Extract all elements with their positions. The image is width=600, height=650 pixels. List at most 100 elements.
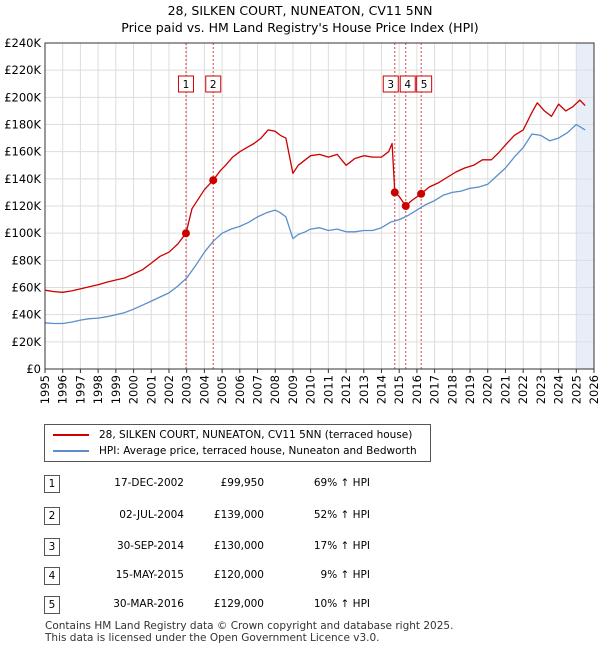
row-number-badge: 1 <box>44 475 60 493</box>
plot-frame <box>44 42 595 370</box>
row-hpi-change: 10% ↑ HPI <box>313 598 370 610</box>
y-tick-label: £200K <box>4 90 41 104</box>
x-tick-label: 2024 <box>552 375 566 404</box>
y-tick-label: £120K <box>4 199 41 213</box>
sale-marker-label-2: 2 <box>205 75 222 93</box>
row-date: 30-SEP-2014 <box>116 540 184 552</box>
x-tick-label: 2026 <box>587 375 600 404</box>
row-date: 30-MAR-2016 <box>113 598 184 610</box>
footer-copyright: Contains HM Land Registry data © Crown c… <box>45 620 454 632</box>
sale-point <box>401 202 410 210</box>
y-tick-label: £80K <box>12 253 42 267</box>
legend-swatch-hpi <box>53 450 89 452</box>
sale-marker-number: 1 <box>183 79 190 91</box>
y-tick-label: £240K <box>4 36 41 50</box>
x-tick-label: 2014 <box>374 375 388 404</box>
x-tick-label: 2015 <box>392 375 406 404</box>
x-tick-label: 2022 <box>516 375 530 404</box>
x-tick-label: 2016 <box>410 375 424 404</box>
x-tick-label: 2005 <box>215 375 229 404</box>
x-tick-label: 2009 <box>286 375 300 404</box>
row-price: £130,000 <box>213 540 264 552</box>
x-tick-label: 2004 <box>197 375 211 404</box>
x-tick-label: 2020 <box>481 375 495 404</box>
table-row: 5 30-MAR-2016 £129,000 10% ↑ HPI <box>0 596 600 616</box>
row-hpi-change: 52% ↑ HPI <box>313 509 370 521</box>
row-number-badge: 2 <box>44 507 60 525</box>
table-row: 1 17-DEC-2002 £99,950 69% ↑ HPI <box>0 475 600 495</box>
sale-point <box>417 189 426 198</box>
sale-marker-box <box>177 75 194 93</box>
x-tick-label: 2012 <box>339 375 353 404</box>
sale-marker-box <box>382 75 399 93</box>
x-tick-label: 2017 <box>428 375 442 404</box>
x-tick-label: 2008 <box>268 375 282 404</box>
x-tick-label: 2000 <box>127 375 141 404</box>
table-row: 2 02-JUL-2004 £139,000 52% ↑ HPI <box>0 507 600 527</box>
row-date: 17-DEC-2002 <box>114 477 184 489</box>
x-tick-label: 2011 <box>321 375 335 404</box>
sale-marker-label-4: 4 <box>399 75 416 93</box>
x-tick-label: 1998 <box>91 375 105 404</box>
sale-marker-number: 2 <box>210 79 217 91</box>
y-tick-label: £140K <box>4 172 41 186</box>
chart-title-line1: 28, SILKEN COURT, NUNEATON, CV11 5NN <box>167 3 433 18</box>
sale-marker-box <box>399 75 416 93</box>
x-tick-label: 1999 <box>109 375 123 404</box>
row-price: £129,000 <box>213 598 264 610</box>
row-number-badge: 4 <box>44 567 60 585</box>
sale-point <box>390 188 399 197</box>
row-number-badge: 5 <box>44 596 60 614</box>
y-tick-label: £220K <box>4 63 41 77</box>
footer-licence: This data is licensed under the Open Gov… <box>45 632 380 644</box>
y-tick-label: £20K <box>12 335 42 349</box>
y-tick-label: £100K <box>4 226 41 240</box>
sale-marker-number: 4 <box>404 79 411 91</box>
chart-title-line2: Price paid vs. HM Land Registry's House … <box>121 20 479 35</box>
legend-item-hpi: HPI: Average price, terraced house, Nune… <box>53 443 417 459</box>
price-chart: £0 £20K £40K £60K £80K £100K £120K £140K £160K £1… <box>4 36 600 404</box>
row-price: £99,950 <box>220 477 264 489</box>
property-price-line <box>44 99 586 293</box>
sale-marker-label-1: 1 <box>177 75 194 93</box>
x-tick-label: 2010 <box>304 375 318 404</box>
x-tick-label: 2019 <box>463 375 477 404</box>
row-price: £120,000 <box>213 569 264 581</box>
x-tick-label: 2013 <box>357 375 371 404</box>
row-number-badge: 3 <box>44 538 60 556</box>
row-price: £139,000 <box>213 509 264 521</box>
legend-item-property: 28, SILKEN COURT, NUNEATON, CV11 5NN (te… <box>53 427 412 443</box>
sale-point <box>181 229 190 238</box>
y-tick-label: £40K <box>12 308 42 322</box>
row-hpi-change: 9% ↑ HPI <box>320 569 370 581</box>
y-tick-label: £0 <box>26 362 41 376</box>
row-hpi-change: 17% ↑ HPI <box>313 540 370 552</box>
x-tick-label: 2002 <box>162 375 176 404</box>
hpi-line <box>44 123 586 325</box>
row-date: 02-JUL-2004 <box>119 509 184 521</box>
row-date: 15-MAY-2015 <box>115 569 184 581</box>
x-tick-label: 2018 <box>445 375 459 404</box>
sale-marker-label-5: 5 <box>416 75 433 93</box>
x-tick-label: 2007 <box>251 375 265 404</box>
row-hpi-change: 69% ↑ HPI <box>313 477 370 489</box>
x-tick-label: 2006 <box>233 375 247 404</box>
legend-label-property: 28, SILKEN COURT, NUNEATON, CV11 5NN (te… <box>99 429 413 441</box>
sale-marker-box <box>416 75 433 93</box>
sale-marker-number: 5 <box>421 79 428 91</box>
x-tick-label: 1995 <box>38 375 52 404</box>
sale-marker-number: 3 <box>387 79 394 91</box>
y-tick-label: £160K <box>4 145 41 159</box>
legend-swatch-property <box>53 434 89 436</box>
table-row: 3 30-SEP-2014 £130,000 17% ↑ HPI <box>0 538 600 558</box>
x-tick-label: 2001 <box>144 375 158 404</box>
x-tick-label: 2023 <box>534 375 548 404</box>
x-tick-label: 2003 <box>180 375 194 404</box>
y-tick-label: £180K <box>4 118 41 132</box>
sale-point <box>209 176 218 185</box>
x-tick-label: 1997 <box>73 375 87 404</box>
table-row: 4 15-MAY-2015 £120,000 9% ↑ HPI <box>0 567 600 587</box>
x-tick-label: 1996 <box>56 375 70 404</box>
y-tick-label: £60K <box>12 281 42 295</box>
sale-marker-label-3: 3 <box>382 75 399 93</box>
